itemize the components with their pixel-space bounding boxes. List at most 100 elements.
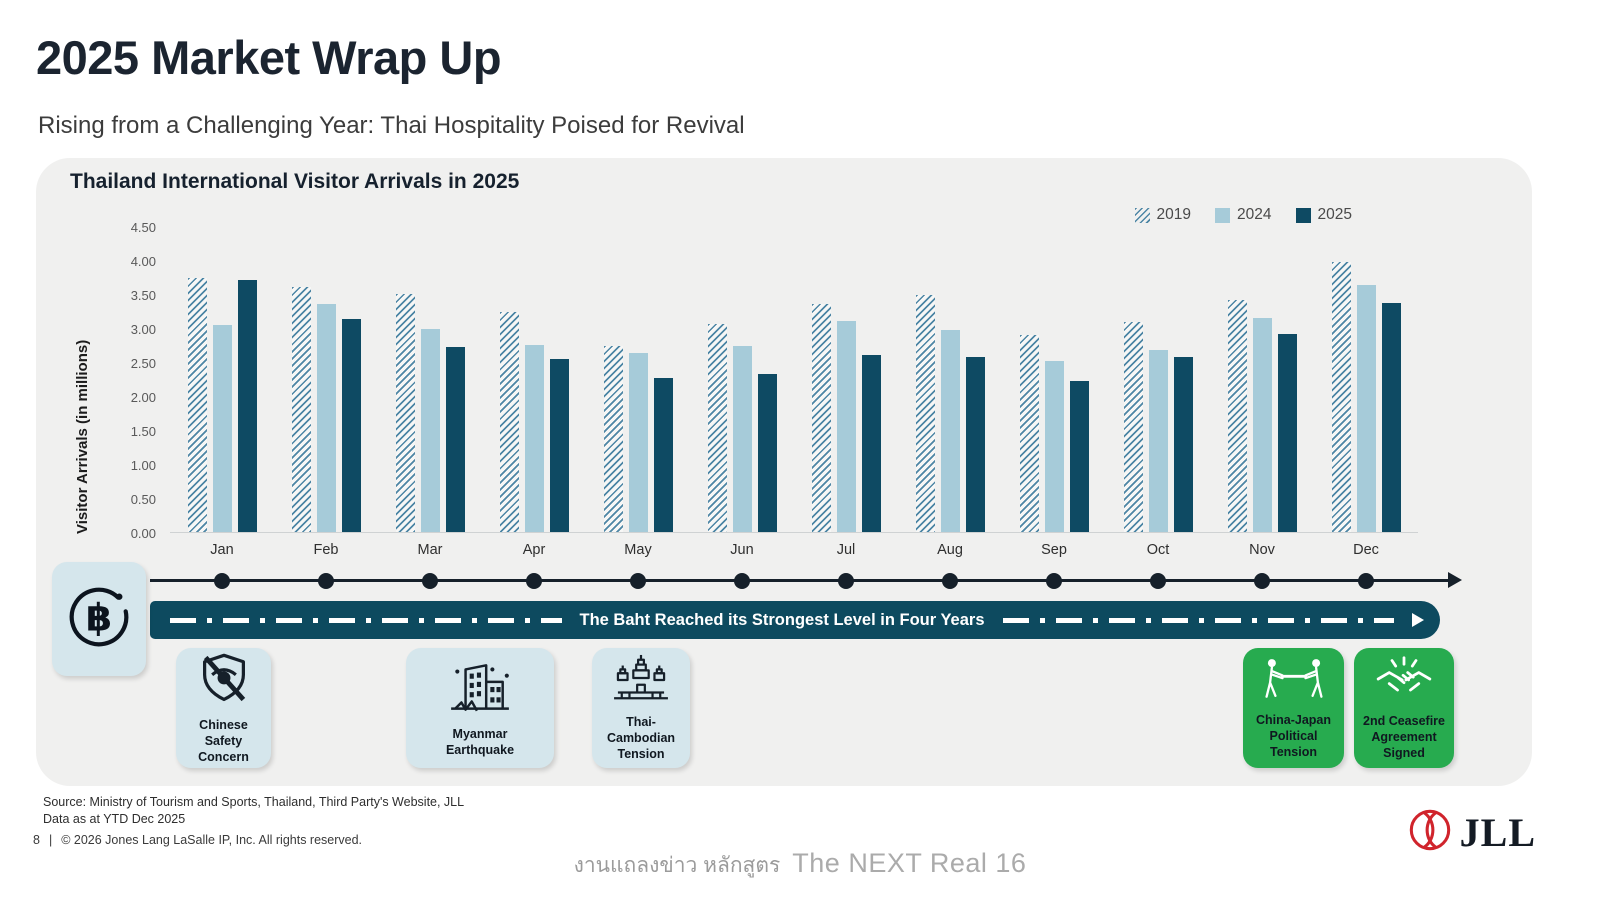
- y-axis-tick-label: 1.00: [130, 458, 156, 473]
- chart-title: Thailand International Visitor Arrivals …: [70, 170, 520, 193]
- bar-2025-apr: [549, 358, 569, 532]
- event-label: China-Japan Political Tension: [1255, 712, 1331, 760]
- bar-2019-sep: [1019, 335, 1039, 532]
- bar-group-aug: [898, 227, 1002, 532]
- bar-2024-jul: [836, 320, 856, 532]
- x-axis-label-oct: Oct: [1146, 542, 1170, 558]
- chart-legend: 2019 2024 2025: [1134, 206, 1352, 224]
- tug-of-war-icon: [1263, 656, 1325, 707]
- bar-2025-jan: [237, 279, 257, 532]
- event-card-thai-cambodian-tension: Thai- Cambodian Tension: [592, 648, 690, 768]
- bar-2025-jul: [861, 354, 881, 532]
- bar-group-jan: [170, 227, 274, 532]
- y-axis-tick-label: 4.00: [130, 254, 156, 269]
- bar-group-mar: [378, 227, 482, 532]
- timeline-dot-may: [630, 572, 646, 589]
- legend-item-2019: 2019: [1134, 206, 1192, 224]
- bar-2019-oct: [1123, 321, 1143, 532]
- watermark: งานแถลงข่าว หลักสูตร The NEXT Real 16: [574, 848, 1027, 882]
- x-axis-month-labels: Jan Feb Mar Apr May Jun Jul Aug Sep Oct Nov Dec: [170, 542, 1418, 558]
- x-axis-label-apr: Apr: [522, 542, 546, 558]
- copyright-text: © 2026 Jones Lang LaSalle IP, Inc. All r…: [61, 833, 363, 847]
- y-axis-tick-label: 4.50: [130, 220, 156, 235]
- x-axis-label-jul: Jul: [836, 542, 856, 558]
- bar-2024-may: [628, 353, 648, 532]
- page-title: 2025 Market Wrap Up: [36, 31, 502, 84]
- event-card-china-japan-political-tension: China-Japan Political Tension: [1243, 648, 1344, 768]
- bar-2019-apr: [499, 311, 519, 532]
- jll-logo-mark-icon: [1407, 806, 1453, 859]
- bar-2025-may: [653, 377, 673, 532]
- bar-group-may: [586, 227, 690, 532]
- x-axis-label-jan: Jan: [210, 542, 234, 558]
- bar-2019-nov: [1227, 300, 1247, 532]
- bar-chart-plot-area: [170, 227, 1418, 533]
- bar-2024-dec: [1356, 285, 1376, 532]
- event-card-myanmar-earthquake: Myanmar Earthquake: [406, 648, 554, 768]
- bar-2025-oct: [1173, 356, 1193, 532]
- event-label: 2nd Ceasefire Agreement Signed: [1363, 713, 1445, 761]
- watermark-thai-text: งานแถลงข่าว หลักสูตร: [573, 854, 781, 877]
- footer-copyright: 8 | © 2026 Jones Lang LaSalle IP, Inc. A…: [33, 833, 362, 847]
- bar-group-feb: [274, 227, 378, 532]
- page-number: 8: [33, 833, 40, 847]
- handshake-icon: [1374, 655, 1434, 708]
- bar-2019-feb: [291, 286, 311, 532]
- y-axis-ticks: 0.00 0.50 1.00 1.50 2.00 2.50 3.00 3.50 4.00 4.50: [106, 220, 156, 541]
- banner-arrow-icon: [1412, 613, 1425, 627]
- timeline-dot-dec: [1358, 572, 1374, 589]
- bar-group-nov: [1210, 227, 1314, 532]
- bar-group-sep: [1002, 227, 1106, 532]
- x-axis-label-jun: Jun: [730, 542, 754, 558]
- bar-2025-mar: [445, 347, 465, 532]
- jll-logo: JLL: [1407, 806, 1536, 859]
- timeline-line: [150, 579, 1449, 582]
- timeline-dot-mar: [422, 572, 438, 589]
- bar-group-oct: [1106, 227, 1210, 532]
- bar-group-jun: [690, 227, 794, 532]
- legend-label-2019: 2019: [1156, 206, 1192, 223]
- bar-2024-jun: [732, 345, 752, 532]
- y-axis-label: Visitor Arrivals (in millions): [74, 339, 91, 534]
- x-axis-label-nov: Nov: [1249, 542, 1275, 558]
- dash-dot-line-left: [170, 617, 562, 623]
- footer-divider: |: [48, 833, 53, 847]
- bar-2024-aug: [940, 330, 960, 532]
- bar-2025-nov: [1277, 334, 1297, 532]
- timeline-arrowhead-icon: [1448, 572, 1462, 588]
- earthquake-building-icon: [447, 658, 513, 721]
- y-axis-tick-label: 3.50: [130, 288, 156, 303]
- bar-2024-mar: [420, 328, 440, 532]
- shield-eye-slash-icon: [196, 651, 252, 712]
- bar-2024-jan: [212, 324, 232, 532]
- bar-2024-apr: [524, 345, 544, 532]
- legend-label-2024: 2024: [1237, 206, 1272, 223]
- bar-2024-sep: [1044, 361, 1064, 532]
- baht-banner-text: The Baht Reached its Strongest Level in …: [579, 610, 985, 629]
- bar-2025-jun: [757, 374, 777, 532]
- baht-currency-card: ฿: [52, 562, 146, 676]
- temple-icon: [610, 654, 672, 709]
- svg-text:฿: ฿: [86, 595, 112, 639]
- legend-swatch-2019: [1134, 207, 1150, 223]
- x-axis-label-sep: Sep: [1041, 542, 1067, 558]
- timeline-dot-feb: [318, 572, 334, 589]
- legend-swatch-2025: [1295, 207, 1311, 223]
- bar-2024-feb: [316, 303, 336, 532]
- x-axis-label-aug: Aug: [937, 542, 963, 558]
- source-line-1: Source: Ministry of Tourism and Sports, …: [43, 795, 465, 809]
- timeline-dot-jun: [734, 572, 750, 589]
- source-note: Source: Ministry of Tourism and Sports, …: [43, 794, 464, 828]
- bar-2024-oct: [1148, 349, 1168, 532]
- bar-2024-nov: [1252, 317, 1272, 532]
- y-axis-tick-label: 3.00: [130, 322, 156, 337]
- timeline: [150, 572, 1462, 589]
- y-axis-tick-label: 2.50: [130, 356, 156, 371]
- y-axis-tick-label: 0.00: [130, 526, 156, 541]
- x-axis-label-dec: Dec: [1353, 542, 1379, 558]
- y-axis-tick-label: 0.50: [130, 492, 156, 507]
- bar-group-jul: [794, 227, 898, 532]
- legend-label-2025: 2025: [1317, 206, 1352, 223]
- baht-banner: The Baht Reached its Strongest Level in …: [150, 601, 1440, 639]
- bar-2019-may: [603, 345, 623, 532]
